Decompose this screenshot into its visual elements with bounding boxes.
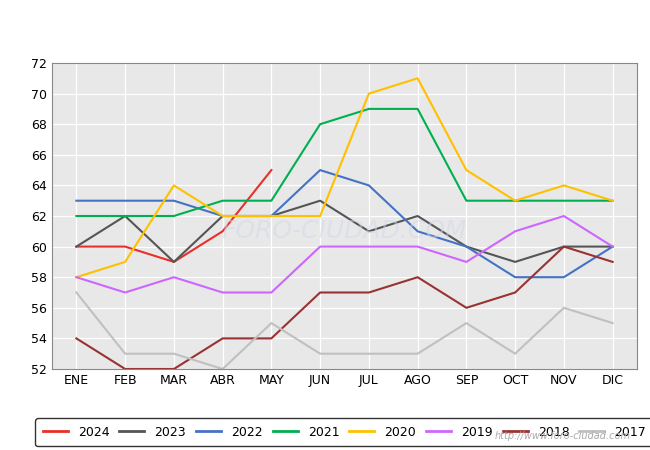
Legend: 2024, 2023, 2022, 2021, 2020, 2019, 2018, 2017: 2024, 2023, 2022, 2021, 2020, 2019, 2018… <box>35 418 650 446</box>
Text: Afiliados en Jaulín a 31/5/2024: Afiliados en Jaulín a 31/5/2024 <box>188 18 462 36</box>
Text: http://www.foro-ciudad.com: http://www.foro-ciudad.com <box>495 431 630 441</box>
Text: FORO-CIUDAD.COM: FORO-CIUDAD.COM <box>222 219 467 243</box>
